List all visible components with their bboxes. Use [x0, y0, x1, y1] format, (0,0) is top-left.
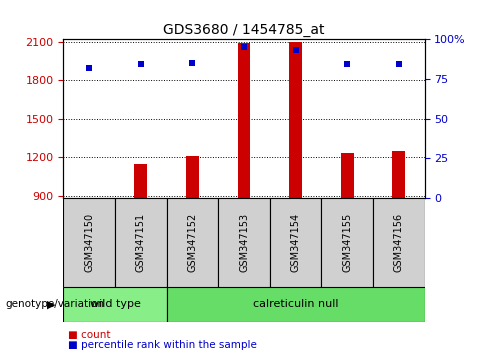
Bar	[218, 198, 270, 287]
Point	[85, 65, 93, 70]
Point	[343, 62, 351, 67]
Text: GSM347155: GSM347155	[342, 213, 352, 272]
Point	[395, 62, 403, 67]
Text: GSM347154: GSM347154	[290, 213, 301, 272]
Bar	[238, 43, 250, 198]
Bar	[186, 156, 199, 198]
Point	[137, 62, 145, 67]
Text: GSM347151: GSM347151	[136, 213, 146, 272]
Bar	[166, 287, 425, 322]
Point	[188, 60, 196, 66]
Bar	[289, 41, 302, 198]
Bar	[63, 287, 166, 322]
Bar	[270, 198, 322, 287]
Bar	[115, 198, 166, 287]
Point	[292, 47, 300, 53]
Text: genotype/variation: genotype/variation	[5, 299, 104, 309]
Text: GSM347150: GSM347150	[84, 213, 94, 272]
Text: wild type: wild type	[90, 299, 141, 309]
Bar	[373, 198, 425, 287]
Bar	[166, 198, 218, 287]
Text: GSM347156: GSM347156	[394, 213, 404, 272]
Text: GSM347152: GSM347152	[187, 213, 198, 272]
Text: ▶: ▶	[47, 299, 56, 309]
Text: ■ percentile rank within the sample: ■ percentile rank within the sample	[68, 340, 257, 350]
Bar	[341, 153, 354, 198]
Bar	[392, 152, 405, 198]
Bar	[134, 164, 147, 198]
Text: ■ count: ■ count	[68, 330, 111, 339]
Text: GSM347153: GSM347153	[239, 213, 249, 272]
Point	[240, 44, 248, 50]
Bar	[63, 198, 115, 287]
Bar	[322, 198, 373, 287]
Text: calreticulin null: calreticulin null	[253, 299, 338, 309]
Title: GDS3680 / 1454785_at: GDS3680 / 1454785_at	[163, 23, 325, 36]
